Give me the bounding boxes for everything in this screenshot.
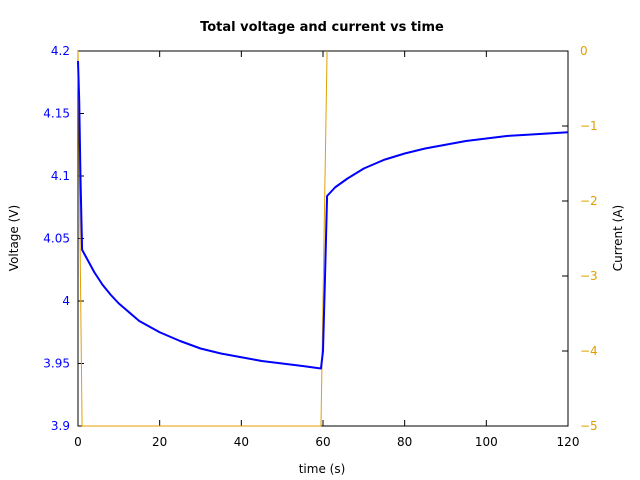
y-left-tick-label: 4.15 — [43, 107, 70, 121]
y-axis-left-label: Voltage (V) — [7, 205, 21, 271]
x-tick-label: 60 — [315, 435, 330, 449]
y-right-tick-label: −2 — [580, 194, 598, 208]
y-right-tick-label: 0 — [580, 44, 588, 58]
y-left-tick-label: 3.95 — [43, 357, 70, 371]
x-tick-label: 20 — [152, 435, 167, 449]
x-tick-label: 80 — [397, 435, 412, 449]
chart-title: Total voltage and current vs time — [200, 20, 444, 35]
x-tick-label: 100 — [475, 435, 498, 449]
y-left-tick-label: 4 — [62, 294, 70, 308]
y-right-tick-label: −4 — [580, 344, 598, 358]
x-tick-label: 120 — [557, 435, 580, 449]
y-right-tick-label: −3 — [580, 269, 598, 283]
series-layer — [77, 50, 569, 427]
voltage-series-line — [77, 60, 569, 370]
y-left-tick-label: 4.05 — [43, 232, 70, 246]
x-tick-label: 0 — [74, 435, 82, 449]
tick-group: 0 20 40 60 80 100 120 3.9 3.95 4 4.05 4.1 4.15 4.2 −5 −… — [43, 44, 597, 449]
y-left-tick-label: 4.2 — [51, 44, 70, 58]
current-series-line — [77, 50, 328, 427]
y-right-tick-label: −5 — [580, 419, 598, 433]
y-axis-right-label: Current (A) — [611, 205, 625, 271]
y-right-tick-label: −1 — [580, 119, 598, 133]
x-tick-label: 40 — [234, 435, 249, 449]
y-left-tick-label: 4.1 — [51, 169, 70, 183]
plot-frame — [77, 50, 569, 427]
x-axis-label: time (s) — [299, 462, 346, 476]
y-left-tick-label: 3.9 — [51, 419, 70, 433]
